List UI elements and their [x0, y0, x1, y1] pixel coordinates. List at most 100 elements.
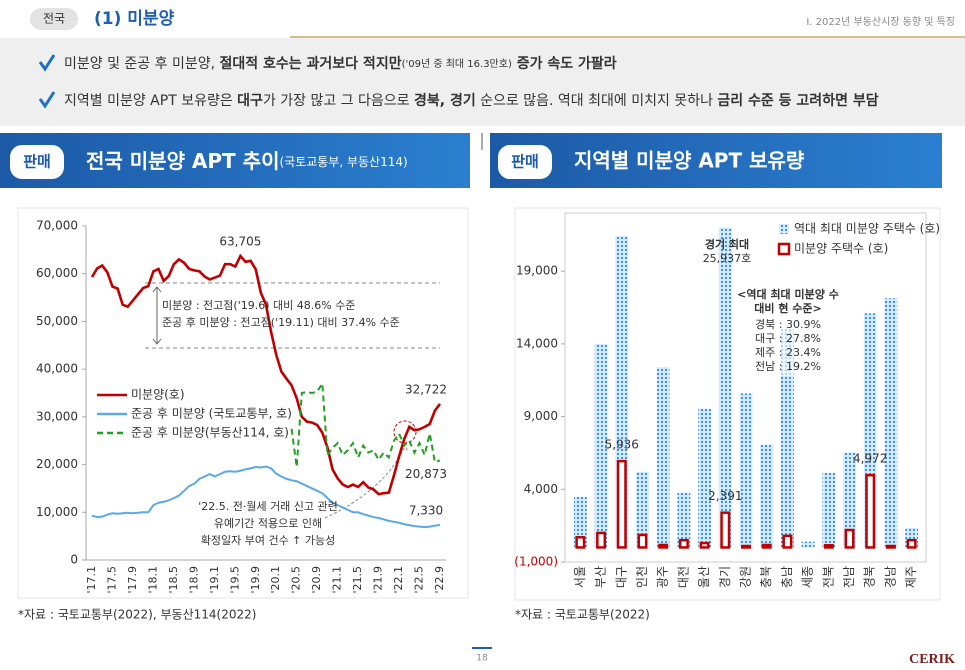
- annotation: 경기 최대: [705, 237, 749, 251]
- section-label: Ⅰ. 2022년 부동산시장 동향 및 특징: [806, 16, 955, 28]
- y-tick-label: 0: [70, 553, 78, 567]
- x-tick-label: '21.9: [372, 566, 385, 594]
- legend-swatch: [779, 224, 789, 234]
- bar: [782, 534, 793, 549]
- x-tick-label: 강원: [739, 566, 753, 588]
- bullet-band: [0, 38, 965, 126]
- range-arrow: [152, 286, 162, 345]
- legend-label: 미분양 주택수 (호): [794, 242, 888, 256]
- annotation: 경북 : 30.9%: [755, 318, 821, 331]
- y-tick-label: 9,000: [524, 409, 558, 423]
- bullet-segment: 미분양 및 준공 후 미분양,: [64, 56, 220, 72]
- value-label: 32,722: [405, 382, 447, 396]
- x-tick-label: '19.1: [208, 566, 221, 594]
- annotation: 미분양 : 전고점('19.6) 대비 48.6% 수준: [162, 299, 355, 312]
- x-tick-label: 전북: [821, 566, 835, 588]
- x-tick-label: 충북: [759, 566, 773, 588]
- annotation: '22.5. 전·월세 거래 신고 관련: [198, 500, 338, 513]
- source: *자료 : 국토교통부(2022), 부동산114(2022): [18, 608, 256, 622]
- x-tick-label: 세종: [801, 566, 815, 588]
- bar: [573, 496, 587, 548]
- y-tick-label: 30,000: [36, 409, 78, 423]
- bar: [885, 544, 896, 549]
- y-tick-label: 70,000: [36, 219, 78, 233]
- bar: [760, 444, 774, 548]
- annotation: 제주 : 23.4%: [755, 346, 821, 359]
- panel-icon: 판매: [23, 153, 51, 171]
- x-tick-label: 울산: [697, 566, 711, 588]
- legend-swatch: [777, 242, 791, 256]
- x-tick-label: '20.5: [290, 566, 303, 594]
- y-tick-label: 40,000: [36, 362, 78, 376]
- bullet-segment: 대구: [237, 93, 263, 109]
- chart-frame: [514, 207, 941, 601]
- bullet-segment: 금리 수준 등 고려하면 부담: [717, 92, 878, 109]
- bar: [637, 533, 648, 549]
- x-tick-label: 부산: [594, 566, 608, 588]
- bullet-segment: ('09년 중 최대 16.3만호): [402, 58, 512, 70]
- bullet-segment: 절대적 호수는 과거보다 적지만: [220, 55, 402, 72]
- bar: [718, 227, 732, 548]
- bar: [823, 544, 834, 549]
- annotation: <역대 최대 미분양 수: [737, 287, 839, 301]
- bullet-segment: 가 가장 많고 그 다음으로: [263, 93, 414, 109]
- bar: [678, 538, 689, 549]
- annotation: 전남 : 19.2%: [755, 360, 821, 373]
- bar: [616, 459, 627, 549]
- page-title: (1) 미분양: [94, 9, 175, 29]
- annotation: 대구 : 27.8%: [755, 332, 821, 345]
- annotation: 대비 현 수준>: [754, 301, 821, 315]
- x-tick-label: 경남: [883, 566, 897, 588]
- panel-icon-bg: [498, 145, 552, 179]
- bar: [594, 343, 608, 548]
- panel-title: 지역별 미분양 APT 보유량: [574, 149, 805, 173]
- x-tick-label: 경기: [718, 566, 732, 588]
- x-tick-label: 제주: [904, 566, 918, 588]
- bar: [739, 393, 753, 548]
- bullet: 미분양 및 준공 후 미분양, 절대적 호수는 과거보다 적지만('09년 중 …: [64, 55, 617, 72]
- x-tick-label: '17.1: [85, 566, 98, 594]
- x-tick-label: '20.9: [310, 566, 323, 594]
- bar: [720, 511, 731, 549]
- bar: [596, 531, 607, 549]
- x-tick-label: 충남: [780, 566, 794, 588]
- badge: 전국: [43, 12, 65, 26]
- bar: [677, 492, 691, 548]
- value-label: 4,972: [853, 452, 887, 466]
- value-label: 7,330: [409, 504, 443, 518]
- bar: [780, 329, 794, 548]
- panel-band: [0, 133, 470, 188]
- x-tick-label: '19.5: [228, 566, 241, 594]
- y-tick-label: 20,000: [36, 457, 78, 471]
- annotation: 유예기간 적용으로 인해: [214, 516, 322, 530]
- x-tick-label: '22.1: [392, 566, 405, 594]
- panel-band: [490, 133, 942, 188]
- bullet-segment: 경북, 경기: [414, 92, 476, 109]
- logo: CERIK: [909, 652, 955, 667]
- bar: [843, 452, 856, 548]
- x-tick-label: 서울: [573, 566, 587, 588]
- panel-icon-bg: [10, 145, 64, 179]
- bar: [801, 541, 815, 548]
- y-tick-label: 50,000: [36, 314, 78, 328]
- panel-title: 전국 미분양 APT 추이: [86, 149, 279, 173]
- legend-label: 준공 후 미분양 (국토교통부, 호): [131, 407, 292, 421]
- x-tick-label: '21.5: [351, 566, 364, 594]
- plot-frame: [564, 212, 927, 563]
- page-number: 18: [476, 654, 488, 664]
- y-tick-label: 60,000: [36, 266, 78, 280]
- source: *자료 : 국토교통부(2022): [515, 608, 650, 622]
- series-line: [290, 380, 441, 468]
- x-tick-label: '18.5: [167, 566, 180, 594]
- x-tick-label: 대구: [614, 566, 628, 588]
- legend-label: 역대 최대 미분양 주택수 (호): [794, 222, 940, 236]
- x-tick-label: 대전: [676, 566, 690, 588]
- value-label: 2,391: [708, 489, 742, 503]
- panel-title: 전국 미분양 APT 추이(국토교통부, 부동산114): [86, 149, 408, 173]
- annotation: 확정일자 부여 건수 ↑ 가능성: [201, 533, 336, 547]
- series-line: [90, 253, 442, 496]
- x-tick-label: 인천: [634, 566, 649, 588]
- value-label: 5,936: [605, 438, 639, 452]
- bar: [636, 471, 649, 548]
